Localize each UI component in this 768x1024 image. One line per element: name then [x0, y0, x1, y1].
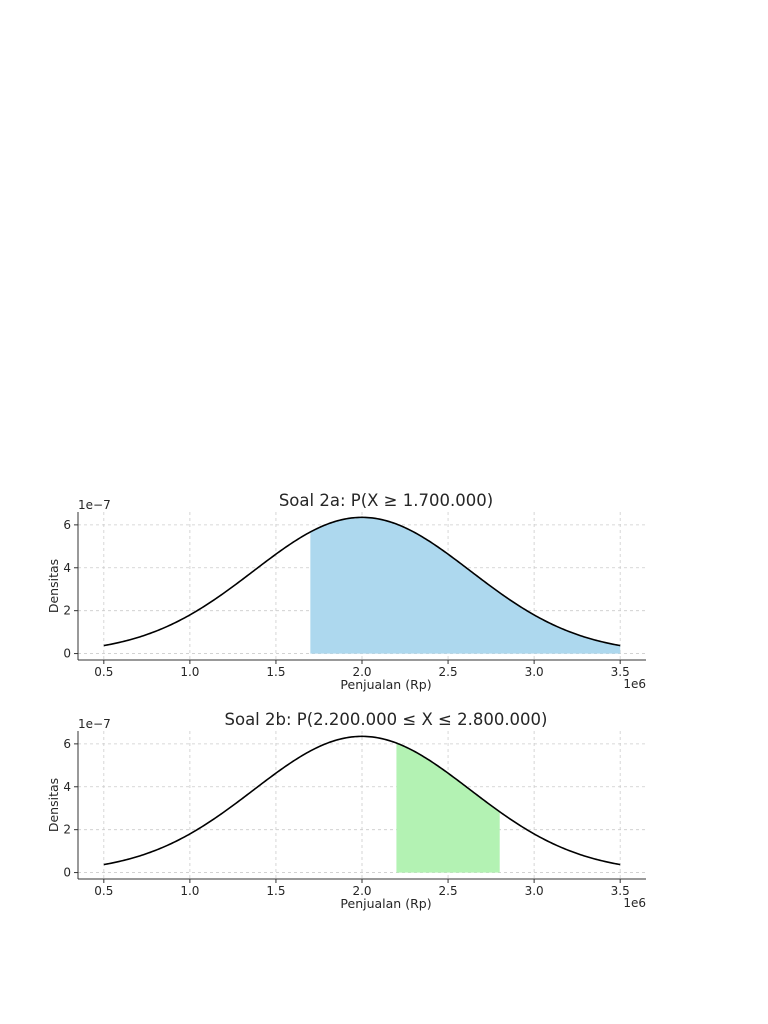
x-tick-label: 1.5	[266, 665, 285, 679]
y-tick-label: 4	[63, 780, 71, 794]
y-axis-label: Densitas	[46, 559, 61, 613]
x-tick-label: 2.0	[352, 665, 371, 679]
y-offset-label: 1e−7	[78, 498, 111, 512]
x-tick-label: 2.0	[352, 884, 371, 898]
chart-panel-2: 0.5 1.0 1.5 2.0 2.5 3.0 3.5 0 2 4 6 Soal 2b: P(2.20…	[46, 710, 646, 911]
y-tick-label: 6	[63, 518, 71, 532]
chart-title: Soal 2b: P(2.200.000 ≤ X ≤ 2.800.000)	[225, 710, 548, 729]
y-tick-label: 0	[63, 647, 71, 661]
x-tick-label: 0.5	[94, 884, 113, 898]
x-axis-label: Penjualan (Rp)	[340, 677, 431, 692]
y-offset-label: 1e−7	[78, 717, 111, 731]
chart-panel-1: 0.5 1.0 1.5 2.0 2.5 3.0 3.5 0 2 4 6 Soal 2a: P(X ≥ …	[46, 491, 646, 692]
y-tick-label: 0	[63, 866, 71, 880]
x-tick-label: 0.5	[94, 665, 113, 679]
y-tick-label: 2	[63, 823, 71, 837]
x-tick-label: 1.5	[266, 884, 285, 898]
density-curve	[103, 516, 621, 647]
y-tick-label: 2	[63, 604, 71, 618]
x-tick-label: 3.0	[525, 665, 544, 679]
x-offset-label: 1e6	[623, 896, 646, 910]
shaded-area	[396, 743, 500, 873]
x-tick-label: 2.5	[439, 665, 458, 679]
shaded-area	[310, 517, 621, 654]
y-axis-label: Densitas	[46, 778, 61, 832]
x-tick-label: 3.5	[611, 665, 630, 679]
x-offset-label: 1e6	[623, 677, 646, 691]
chart-title: Soal 2a: P(X ≥ 1.700.000)	[279, 491, 493, 510]
density-curve	[103, 735, 621, 866]
x-tick-label: 2.5	[439, 884, 458, 898]
x-tick-label: 1.0	[180, 665, 199, 679]
x-tick-label: 3.5	[611, 884, 630, 898]
y-tick-label: 6	[63, 737, 71, 751]
x-axis-label: Penjualan (Rp)	[340, 896, 431, 911]
y-tick-label: 4	[63, 561, 71, 575]
x-tick-label: 1.0	[180, 884, 199, 898]
x-tick-label: 3.0	[525, 884, 544, 898]
